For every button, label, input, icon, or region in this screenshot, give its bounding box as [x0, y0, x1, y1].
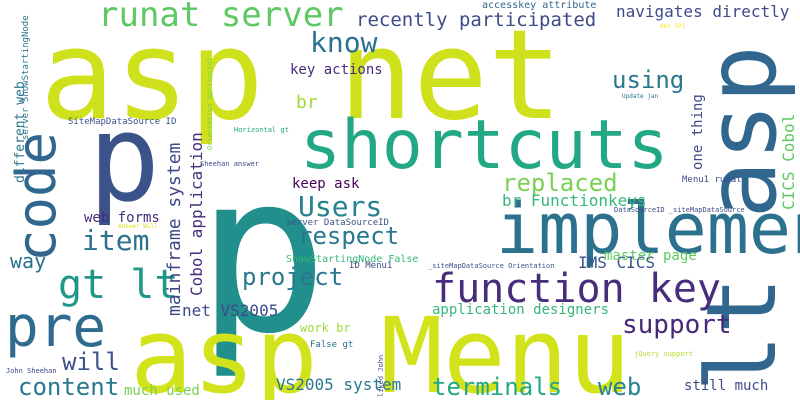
- cloud-word: Orientation Horizontal: [206, 57, 214, 150]
- cloud-word: _siteMapDataSource Orientation: [428, 262, 554, 270]
- cloud-word: respect: [298, 222, 399, 250]
- cloud-word: runat server: [98, 0, 344, 35]
- cloud-word: net VS2005: [182, 301, 278, 320]
- cloud-word: br Functionkeys: [502, 191, 647, 210]
- cloud-word: False gt: [310, 340, 353, 350]
- cloud-word: content: [18, 373, 119, 400]
- cloud-word: work br: [300, 321, 351, 335]
- cloud-word: VS2005 system: [276, 375, 401, 394]
- cloud-word: asp net: [40, 4, 563, 148]
- cloud-word: web: [598, 373, 641, 400]
- cloud-word: asp Menu: [130, 295, 631, 400]
- cloud-word: Update jan: [622, 93, 659, 100]
- cloud-word: ShowStartingNode False: [286, 254, 418, 265]
- cloud-word: IMS CICS: [578, 253, 655, 272]
- cloud-word: lt asp: [686, 45, 798, 392]
- cloud-word: br: [296, 92, 318, 113]
- cloud-word: way: [10, 249, 46, 273]
- cloud-word: gt lt: [58, 262, 178, 308]
- cloud-word: p: [88, 90, 160, 229]
- cloud-word: one thing: [690, 94, 706, 170]
- cloud-word: know: [310, 26, 378, 59]
- cloud-word: Answer Will: [118, 223, 158, 230]
- cloud-word: support: [622, 310, 732, 340]
- cloud-word: Cobol application: [187, 132, 206, 296]
- cloud-word: function key: [432, 266, 721, 312]
- cloud-word: web forms: [84, 210, 160, 226]
- cloud-word: SiteMapDataSource ID: [68, 117, 176, 127]
- cloud-word: navigates directly: [616, 2, 790, 21]
- cloud-word: Net SP1: [660, 23, 686, 30]
- cloud-word: Menu1 runat: [682, 175, 742, 185]
- cloud-word: DataSourceID _siteMapDataSource: [614, 206, 745, 214]
- cloud-word: liked John: [377, 355, 385, 397]
- cloud-word: recently participated: [356, 9, 596, 31]
- cloud-word: Horizontal gt: [234, 126, 289, 134]
- cloud-word: John Sheehan: [6, 367, 57, 375]
- cloud-word: implement: [496, 188, 800, 270]
- cloud-word: pre: [5, 295, 106, 360]
- cloud-word: mainframe system: [164, 143, 185, 316]
- cloud-word: key actions: [290, 62, 383, 78]
- cloud-word: different web: [13, 81, 28, 183]
- cloud-word: keep ask: [292, 176, 360, 192]
- cloud-word: terminals: [432, 373, 562, 400]
- cloud-word: replaced: [502, 169, 618, 197]
- cloud-word: code: [5, 132, 68, 262]
- cloud-word: application designers: [432, 302, 609, 318]
- cloud-word: using: [612, 66, 684, 94]
- cloud-word: still much: [684, 378, 768, 394]
- cloud-word: will: [62, 348, 120, 376]
- cloud-word: much used: [124, 383, 200, 399]
- cloud-word: Sheehan answer: [200, 160, 259, 168]
- cloud-word: jQuery support: [634, 350, 693, 358]
- cloud-word: CICS Cobol: [779, 114, 798, 210]
- cloud-word: shortcuts: [300, 106, 668, 185]
- cloud-word: item: [82, 224, 149, 257]
- cloud-word: p: [196, 126, 328, 382]
- cloud-word: master page: [604, 248, 697, 264]
- cloud-word: accesskey attribute: [482, 0, 596, 11]
- cloud-word: server ShowStartingNode: [21, 15, 31, 140]
- cloud-word: Users: [298, 190, 382, 223]
- cloud-word: ID Menu1: [349, 261, 392, 271]
- cloud-word: project: [242, 263, 343, 291]
- cloud-word: server DataSourceID: [286, 218, 389, 228]
